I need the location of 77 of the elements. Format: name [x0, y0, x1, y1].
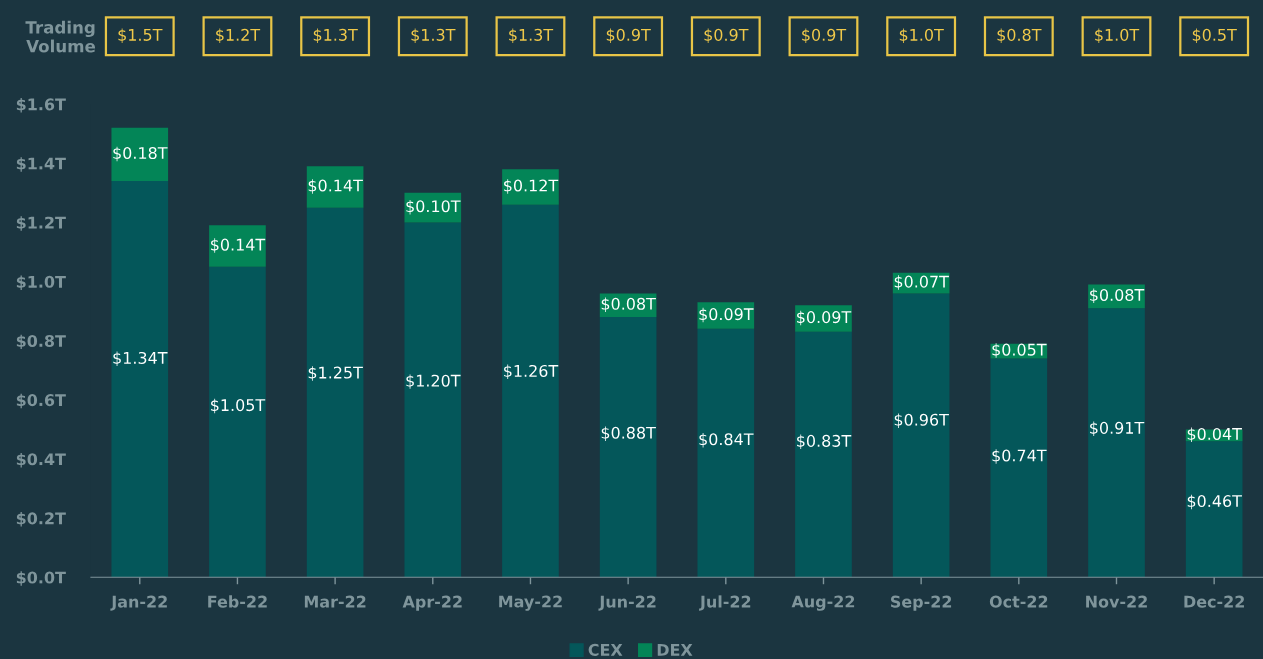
x-tick-label: Apr-22 — [402, 595, 462, 611]
data-label: $0.10T — [406, 199, 461, 215]
text: $0.9T — [606, 28, 651, 43]
text: $1.0T — [1095, 28, 1140, 43]
bar — [502, 169, 559, 205]
bar — [502, 204, 559, 578]
data-label: $0.18T — [113, 146, 168, 162]
y-tick-label: $0.2T — [16, 512, 66, 527]
x-tick-label: Oct-22 — [989, 595, 1048, 608]
data-label: $0.74T — [992, 449, 1047, 464]
bar — [599, 317, 657, 578]
text: $1.0T — [899, 28, 944, 43]
text: $0.8T — [997, 28, 1042, 43]
bar — [697, 302, 755, 329]
y-tick-label: $1.2T — [16, 216, 66, 231]
data-label: $0.12T — [504, 179, 559, 194]
bar — [1185, 441, 1243, 578]
x-tick-label: May-22 — [499, 595, 562, 611]
text: $0.9T — [802, 28, 847, 43]
x-tick-label: Mar-22 — [304, 595, 366, 608]
data-label: $0.46T — [1187, 494, 1242, 510]
x-tick-label: Jul-22 — [699, 595, 751, 611]
data-label: $0.88T — [601, 426, 656, 441]
bar — [990, 358, 1048, 578]
y-tick-label: $0.6T — [16, 393, 66, 409]
data-label: $0.09T — [797, 310, 852, 326]
data-label: $0.04T — [1187, 427, 1242, 443]
data-label: $0.14T — [211, 238, 266, 253]
text: $1.5T — [118, 28, 163, 43]
bar — [697, 328, 755, 578]
x-tick-label: Jan-22 — [110, 595, 167, 611]
bar — [306, 207, 364, 578]
data-label: $1.26T — [504, 364, 559, 380]
legend-label: DEX — [657, 644, 693, 656]
x-tick-label: Feb-22 — [208, 595, 267, 608]
bar — [1088, 308, 1145, 578]
data-label: $1.20T — [406, 374, 461, 389]
bar — [404, 222, 462, 578]
y-tick-label: $1.6T — [16, 98, 66, 113]
data-label: $1.05T — [211, 398, 266, 414]
data-label: $0.96T — [894, 413, 949, 428]
x-tick-label: Aug-22 — [791, 595, 855, 611]
data-label: $0.09T — [699, 307, 754, 323]
data-label: $0.07T — [894, 275, 949, 290]
text: $0.5T — [1192, 28, 1237, 43]
x-tick-label: Nov-22 — [1086, 595, 1147, 608]
data-label: $0.08T — [601, 297, 656, 312]
data-label: $0.05T — [992, 343, 1047, 358]
data-label: $0.08T — [1090, 288, 1145, 304]
y-tick-label: $0.0T — [16, 571, 66, 586]
bar — [111, 127, 169, 182]
data-label: $0.84T — [699, 432, 754, 448]
x-tick-label: Jun-22 — [598, 595, 656, 611]
bar — [209, 266, 266, 578]
x-tick-label: Sep-22 — [890, 595, 952, 611]
bar — [795, 331, 852, 578]
y-tick-label: $1.0T — [16, 275, 66, 290]
text: $1.3T — [509, 28, 554, 43]
x-tick-label: Dec-22 — [1184, 595, 1244, 608]
data-label: $1.25T — [308, 366, 363, 381]
text: $0.9T — [704, 28, 749, 43]
legend-label: CEX — [588, 643, 623, 656]
bar — [111, 181, 169, 578]
bar — [306, 166, 364, 208]
y-tick-label: $1.4T — [16, 157, 66, 172]
text: $1.2T — [216, 28, 261, 43]
y-tick-label: $0.4T — [16, 452, 66, 468]
text: $1.3T — [313, 28, 358, 43]
bar — [892, 293, 950, 578]
text: Trading Volume — [25, 20, 96, 53]
data-label: $0.83T — [797, 434, 852, 450]
data-label: $0.14T — [308, 179, 363, 194]
data-label: $0.91T — [1090, 421, 1145, 437]
y-tick-label: $0.8T — [16, 334, 66, 350]
text: $1.3T — [411, 28, 456, 43]
bar — [209, 225, 266, 267]
data-label: $1.34T — [113, 351, 168, 367]
